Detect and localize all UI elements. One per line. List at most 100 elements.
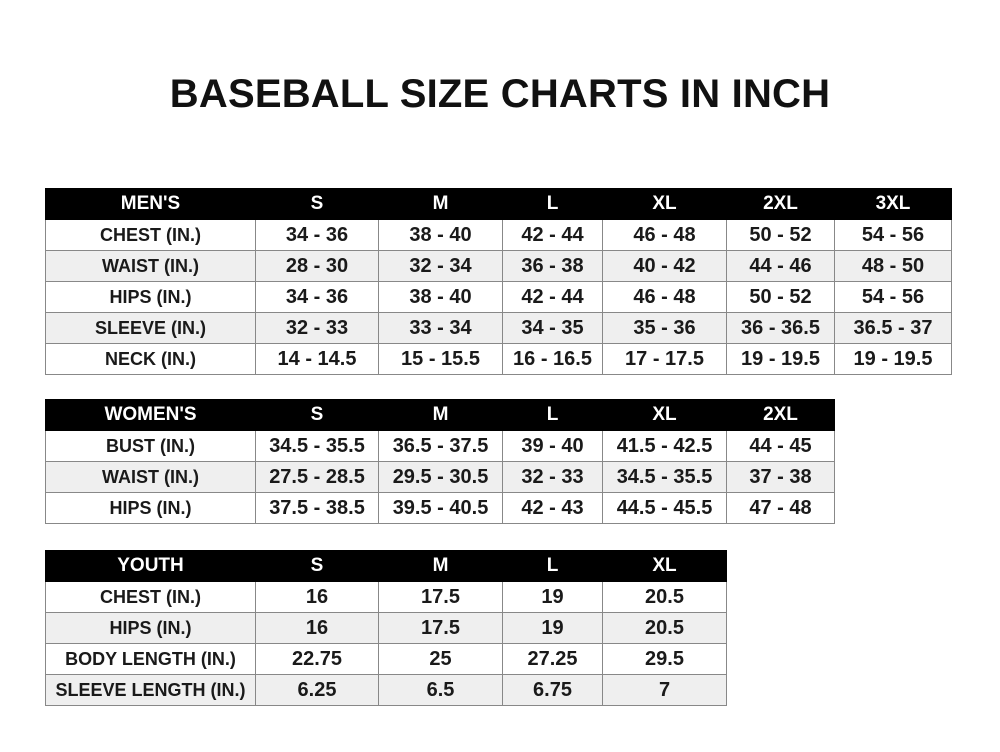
size-value-cell: 17.5 <box>378 612 503 644</box>
size-value-cell: 42 - 43 <box>502 492 603 524</box>
measurement-label: CHEST (IN.) <box>45 581 256 613</box>
size-column-header: 2XL <box>726 399 835 431</box>
size-value-cell: 16 <box>255 612 379 644</box>
table-row: SLEEVE (IN.) 32 - 33 33 - 34 34 - 35 35 - 36… <box>45 312 952 344</box>
table-row: HIPS (IN.) 16 17.5 19 20.5 <box>45 612 727 644</box>
size-value-cell: 47 - 48 <box>726 492 835 524</box>
measurement-label: NECK (IN.) <box>45 343 256 375</box>
size-value-cell: 19 - 19.5 <box>726 343 835 375</box>
table-category-header: WOMEN'S <box>45 399 256 431</box>
size-value-cell: 19 - 19.5 <box>834 343 952 375</box>
size-value-cell: 44 - 46 <box>726 250 835 282</box>
size-column-header: XL <box>602 188 727 220</box>
size-value-cell: 46 - 48 <box>602 219 727 251</box>
size-value-cell: 32 - 34 <box>378 250 503 282</box>
size-value-cell: 36.5 - 37.5 <box>378 430 503 462</box>
size-value-cell: 34.5 - 35.5 <box>602 461 727 493</box>
size-value-cell: 20.5 <box>602 581 727 613</box>
size-value-cell: 33 - 34 <box>378 312 503 344</box>
size-value-cell: 6.5 <box>378 674 503 706</box>
measurement-label: BUST (IN.) <box>45 430 256 462</box>
size-value-cell: 15 - 15.5 <box>378 343 503 375</box>
size-value-cell: 22.75 <box>255 643 379 675</box>
table-row: CHEST (IN.) 34 - 36 38 - 40 42 - 44 46 - 48 5… <box>45 219 952 251</box>
size-value-cell: 40 - 42 <box>602 250 727 282</box>
size-value-cell: 29.5 - 30.5 <box>378 461 503 493</box>
size-value-cell: 41.5 - 42.5 <box>602 430 727 462</box>
size-value-cell: 25 <box>378 643 503 675</box>
size-value-cell: 44.5 - 45.5 <box>602 492 727 524</box>
table-row: SLEEVE LENGTH (IN.) 6.25 6.5 6.75 7 <box>45 674 727 706</box>
size-value-cell: 39 - 40 <box>502 430 603 462</box>
measurement-label: HIPS (IN.) <box>45 281 256 313</box>
size-value-cell: 16 <box>255 581 379 613</box>
size-value-cell: 6.75 <box>502 674 603 706</box>
size-value-cell: 27.25 <box>502 643 603 675</box>
size-column-header: L <box>502 550 603 582</box>
size-column-header: XL <box>602 550 727 582</box>
size-value-cell: 35 - 36 <box>602 312 727 344</box>
table-header-row: WOMEN'S S M L XL 2XL <box>45 399 835 431</box>
size-value-cell: 37.5 - 38.5 <box>255 492 379 524</box>
measurement-label: HIPS (IN.) <box>45 492 256 524</box>
table-row: HIPS (IN.) 37.5 - 38.5 39.5 - 40.5 42 - 43 4… <box>45 492 835 524</box>
size-value-cell: 17.5 <box>378 581 503 613</box>
size-column-header: XL <box>602 399 727 431</box>
measurement-label: SLEEVE LENGTH (IN.) <box>45 674 256 706</box>
size-value-cell: 16 - 16.5 <box>502 343 603 375</box>
size-column-header: M <box>378 550 503 582</box>
size-value-cell: 39.5 - 40.5 <box>378 492 503 524</box>
size-value-cell: 54 - 56 <box>834 281 952 313</box>
size-value-cell: 19 <box>502 612 603 644</box>
table-header-row: YOUTH S M L XL <box>45 550 727 582</box>
measurement-label: CHEST (IN.) <box>45 219 256 251</box>
size-value-cell: 42 - 44 <box>502 281 603 313</box>
size-column-header: M <box>378 399 503 431</box>
size-column-header: L <box>502 188 603 220</box>
table-row: NECK (IN.) 14 - 14.5 15 - 15.5 16 - 16.5 17 … <box>45 343 952 375</box>
size-value-cell: 7 <box>602 674 727 706</box>
size-column-header: S <box>255 188 379 220</box>
size-value-cell: 50 - 52 <box>726 281 835 313</box>
size-value-cell: 20.5 <box>602 612 727 644</box>
measurement-label: WAIST (IN.) <box>45 461 256 493</box>
size-column-header: 2XL <box>726 188 835 220</box>
table-category-header: MEN'S <box>45 188 256 220</box>
size-column-header: S <box>255 399 379 431</box>
size-value-cell: 17 - 17.5 <box>602 343 727 375</box>
measurement-label: WAIST (IN.) <box>45 250 256 282</box>
table-row: BUST (IN.) 34.5 - 35.5 36.5 - 37.5 39 - 40 4… <box>45 430 835 462</box>
table-row: CHEST (IN.) 16 17.5 19 20.5 <box>45 581 727 613</box>
table-row: WAIST (IN.) 27.5 - 28.5 29.5 - 30.5 32 - 33… <box>45 461 835 493</box>
size-value-cell: 37 - 38 <box>726 461 835 493</box>
size-value-cell: 34 - 35 <box>502 312 603 344</box>
size-value-cell: 48 - 50 <box>834 250 952 282</box>
table-row: HIPS (IN.) 34 - 36 38 - 40 42 - 44 46 - 48 50… <box>45 281 952 313</box>
size-column-header: L <box>502 399 603 431</box>
size-column-header: 3XL <box>834 188 952 220</box>
mens-size-table: MEN'S S M L XL 2XL 3XL CHEST (IN.) 34 - 36 38 - 4… <box>45 188 952 375</box>
size-value-cell: 44 - 45 <box>726 430 835 462</box>
size-value-cell: 54 - 56 <box>834 219 952 251</box>
table-header-row: MEN'S S M L XL 2XL 3XL <box>45 188 952 220</box>
table-row: BODY LENGTH (IN.) 22.75 25 27.25 29.5 <box>45 643 727 675</box>
measurement-label: BODY LENGTH (IN.) <box>45 643 256 675</box>
size-value-cell: 32 - 33 <box>502 461 603 493</box>
size-column-header: S <box>255 550 379 582</box>
youth-size-table: YOUTH S M L XL CHEST (IN.) 16 17.5 19 20.5 HIPS (I… <box>45 550 727 706</box>
womens-size-table: WOMEN'S S M L XL 2XL BUST (IN.) 34.5 - 35.5 36.5… <box>45 399 835 524</box>
size-value-cell: 19 <box>502 581 603 613</box>
table-row: WAIST (IN.) 28 - 30 32 - 34 36 - 38 40 - 42 4… <box>45 250 952 282</box>
table-category-header: YOUTH <box>45 550 256 582</box>
page-title: BASEBALL SIZE CHARTS IN INCH <box>169 72 831 116</box>
measurement-label: HIPS (IN.) <box>45 612 256 644</box>
size-value-cell: 6.25 <box>255 674 379 706</box>
size-value-cell: 38 - 40 <box>378 281 503 313</box>
size-value-cell: 36.5 - 37 <box>834 312 952 344</box>
size-value-cell: 42 - 44 <box>502 219 603 251</box>
size-value-cell: 34 - 36 <box>255 281 379 313</box>
size-value-cell: 34 - 36 <box>255 219 379 251</box>
size-value-cell: 28 - 30 <box>255 250 379 282</box>
size-column-header: M <box>378 188 503 220</box>
size-value-cell: 46 - 48 <box>602 281 727 313</box>
